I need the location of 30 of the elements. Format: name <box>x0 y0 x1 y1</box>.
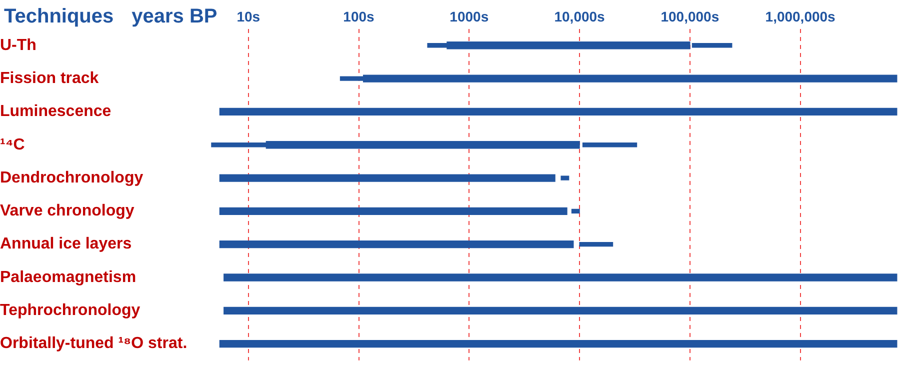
x-axis-title: years BP <box>132 6 218 28</box>
x-tick-label: 1,000,000s <box>765 8 836 24</box>
y-tick-label: Orbitally-tuned ¹⁸O strat. <box>0 335 188 352</box>
y-tick-label: ¹⁴C <box>0 136 26 154</box>
x-tick-label: 100,000s <box>660 8 720 24</box>
x-tick-label: 10,000s <box>554 8 606 24</box>
y-tick-label: Varve chronology <box>0 202 134 220</box>
bar <box>219 240 574 248</box>
bar <box>224 274 898 282</box>
bar <box>582 142 638 148</box>
y-tick-label: Annual ice layers <box>0 236 132 253</box>
x-tick-label: 100s <box>343 8 375 24</box>
y-tick-label: Palaeomagnetism <box>0 268 136 286</box>
bar <box>219 174 556 182</box>
y-tick-label: Tephrochronology <box>0 302 140 320</box>
x-tick-label: 1000s <box>450 8 489 24</box>
x-tick-label: 10s <box>236 8 260 24</box>
bar <box>219 108 898 116</box>
y-tick-label: U-Th <box>0 36 36 54</box>
bar <box>219 340 898 348</box>
bar <box>692 43 732 48</box>
bar <box>571 208 580 214</box>
bar <box>579 242 614 247</box>
bar <box>560 176 570 180</box>
y-tick-label: Dendrochronology <box>0 169 144 186</box>
y-axis-title: Techniques <box>4 6 114 28</box>
bar <box>219 207 568 216</box>
y-tick-label: Luminescence <box>0 103 112 120</box>
y-tick-label: Fission track <box>0 70 99 87</box>
bar <box>224 306 898 314</box>
